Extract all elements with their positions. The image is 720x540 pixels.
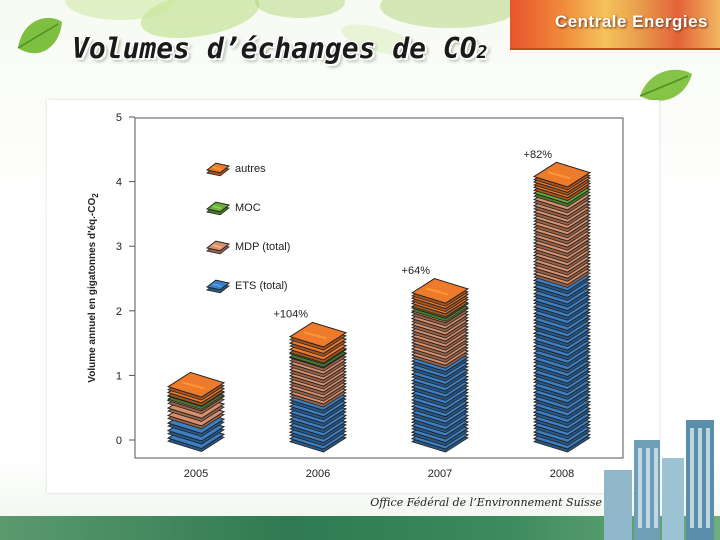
sheet-highlight: [547, 171, 571, 180]
sheet-face: [288, 321, 348, 348]
x-tick-label: 2008: [550, 468, 574, 480]
legend-swatch-highlight: [212, 244, 222, 249]
sheet-highlight: [303, 331, 327, 340]
sheet-face: [410, 278, 470, 304]
legend-item: ETS (total): [205, 279, 288, 294]
y-axis-label-text: Volume annuel en gigatonnes d'éq.-CO: [87, 198, 98, 383]
x-tick-label: 2005: [184, 468, 208, 480]
bar-segment: [532, 265, 592, 453]
legend-item: autres: [205, 162, 266, 177]
bar-segment: [410, 346, 470, 453]
legend-swatch-highlight: [212, 205, 222, 210]
plot-frame: [134, 117, 624, 459]
y-axis: 0 1 2 3 4 5: [116, 112, 135, 447]
sheet-face: [532, 161, 592, 188]
bar-stack: [410, 278, 470, 453]
source-credit: Office Fédéral de l’Environnement Suisse: [370, 496, 602, 509]
skyline-decoration: [604, 420, 714, 540]
legend-swatch: [205, 201, 231, 216]
y-tick-label: 0: [116, 435, 122, 447]
legend-label: MOC: [235, 202, 261, 214]
growth-annotation: +82%: [524, 149, 553, 161]
y-tick-label: 1: [116, 370, 122, 382]
bar-stacks: [166, 161, 592, 453]
leaves-decoration: [17, 0, 692, 101]
x-tick-label: 2006: [306, 468, 330, 480]
brand-banner: Centrale Energies: [510, 0, 720, 50]
legend-item: MDP (total): [205, 240, 290, 255]
growth-annotations: +104% +64% +82%: [273, 149, 552, 321]
y-axis-label: Volume annuel en gigatonnes d'éq.-CO2: [87, 193, 100, 383]
slide-title: Volumes d’échanges de CO2: [72, 32, 488, 65]
sheet: [410, 278, 470, 307]
stacked-bar-chart: 0 1 2 3 4 5 2005 2006 2007 2008 +104% +64% +82% au…: [87, 112, 624, 480]
growth-annotation: +104%: [273, 308, 308, 320]
sheet: [288, 321, 348, 351]
legend-label: autres: [235, 163, 266, 175]
y-axis-label-subscript: 2: [91, 193, 100, 198]
chart-panel: 0 1 2 3 4 5 2005 2006 2007 2008 +104% +64% +82% au…: [47, 100, 659, 493]
bar-segment: [532, 161, 592, 202]
chart-legend: autres MOC MDP (total) ETS (total): [205, 162, 290, 294]
x-axis: 2005 2006 2007 2008: [184, 468, 574, 480]
y-tick-label: 4: [116, 177, 122, 189]
legend-swatch: [205, 240, 231, 255]
legend-label: MDP (total): [235, 241, 290, 253]
x-tick-label: 2007: [428, 468, 452, 480]
legend-swatch: [205, 162, 231, 177]
legend-swatch-highlight: [212, 283, 222, 288]
legend-swatch: [205, 279, 231, 294]
bar-segment: [288, 321, 348, 364]
sheet: [166, 371, 226, 401]
y-tick-label: 3: [116, 241, 122, 253]
bar-segment: [166, 371, 226, 407]
sheet: [532, 161, 592, 191]
bar-segment: [410, 278, 470, 318]
sheet-highlight: [425, 287, 449, 296]
brand-logo-text: Centrale Energies: [554, 12, 708, 31]
growth-annotation: +64%: [402, 265, 431, 277]
y-tick-label: 5: [116, 112, 122, 124]
legend-label: ETS (total): [235, 280, 288, 292]
bar-stack: [166, 371, 226, 452]
bar-stack: [532, 161, 592, 453]
bar-segment: [288, 342, 348, 408]
title-subscript: 2: [476, 42, 488, 63]
footer-band: [0, 516, 720, 540]
legend-swatch-highlight: [212, 166, 222, 171]
y-tick-label: 2: [116, 306, 122, 318]
bar-stack: [288, 321, 348, 453]
legend-item: MOC: [205, 201, 261, 216]
sheet-face: [166, 371, 226, 398]
sheet-highlight: [181, 381, 205, 390]
